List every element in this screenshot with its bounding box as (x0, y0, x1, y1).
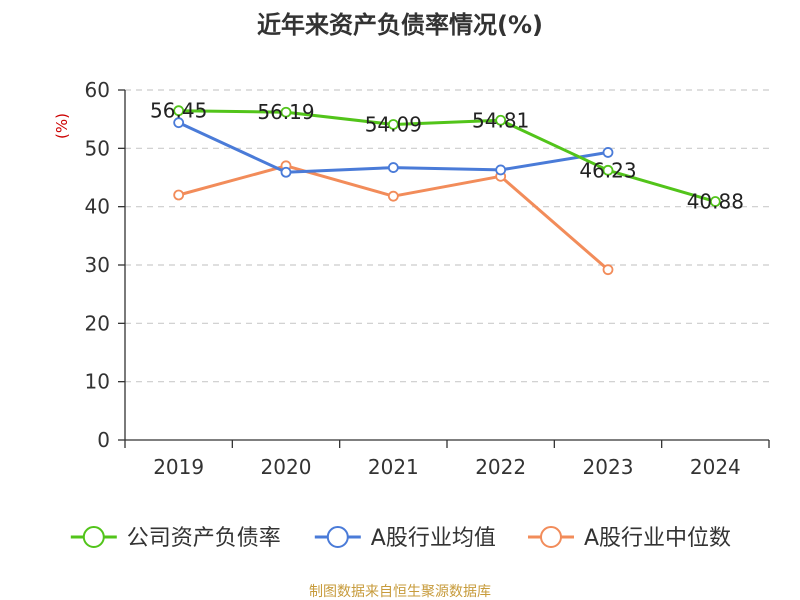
data-point (602, 264, 614, 276)
y-tick-label: 40 (85, 195, 110, 219)
legend-label: 公司资产负债率 (127, 526, 281, 551)
y-tick-label: 30 (85, 253, 110, 277)
x-tick-label: 2022 (475, 455, 526, 479)
legend-marker-icon (540, 526, 562, 548)
data-point (495, 114, 507, 126)
y-tick-label: 0 (97, 428, 110, 452)
data-label: 54.81 (472, 108, 529, 132)
data-point (495, 164, 507, 176)
data-label: 56.45 (150, 99, 207, 123)
data-label: 46.23 (579, 158, 636, 182)
series-line (177, 109, 717, 204)
legend-item: A股行业均值 (314, 526, 496, 551)
y-axis-label: (%) (53, 113, 71, 139)
series-lines (173, 105, 721, 276)
data-labels: 56.45 56.19 54.09 54.81 46.23 40.88 (150, 99, 744, 214)
gridlines (125, 89, 769, 383)
chart-title: 近年来资产负债率情况(%) (257, 11, 543, 39)
data-label: 56.19 (257, 100, 314, 124)
data-point (173, 105, 185, 117)
legend-item: A股行业中位数 (528, 526, 731, 551)
data-point (173, 189, 185, 201)
legend: 公司资产负债率 A股行业均值 A股行业中位数 (70, 526, 731, 551)
source-note: 制图数据来自恒生聚源数据库 (309, 584, 491, 600)
data-label: 40.88 (687, 190, 744, 214)
data-point (387, 162, 399, 173)
data-point (709, 196, 721, 207)
x-tick-label: 2023 (583, 455, 634, 479)
legend-item: 公司资产负债率 (70, 526, 281, 551)
x-tick-label: 2019 (153, 455, 204, 479)
x-tick-label: 2020 (261, 455, 312, 479)
data-point (602, 147, 614, 158)
y-tick-label: 10 (85, 370, 110, 394)
x-tick-label: 2024 (690, 455, 741, 479)
y-tick-label: 50 (85, 136, 110, 160)
y-tick-label: 20 (85, 311, 110, 335)
data-point (280, 106, 292, 118)
legend-label: A股行业中位数 (584, 526, 731, 551)
x-tick-label: 2021 (368, 455, 419, 479)
data-point (280, 166, 292, 178)
data-label: 54.09 (365, 112, 422, 136)
legend-marker-icon (326, 526, 349, 548)
series-line (177, 164, 610, 272)
data-point (387, 119, 399, 130)
data-point (602, 164, 614, 176)
y-tick-label: 60 (85, 78, 110, 102)
data-point (387, 190, 399, 202)
data-point (173, 117, 185, 129)
legend-label: A股行业均值 (371, 526, 496, 551)
axes: 0 10 20 30 40 50 60 2019 2020 2021 2022 2023 2024 (85, 78, 770, 479)
legend-marker-icon (82, 526, 105, 548)
